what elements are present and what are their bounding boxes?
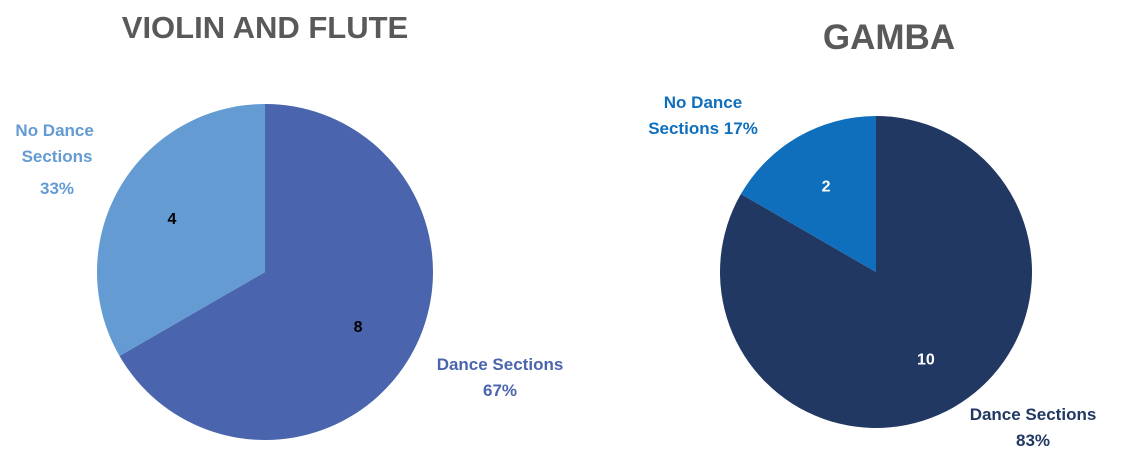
percent-label-dance-gamba: 83%: [1016, 431, 1050, 450]
pie-slices-violin-flute: [97, 104, 434, 441]
pie-value-labels-gamba: 10 2: [822, 179, 935, 369]
pie-value-label-no-dance-sections-gamba: 2: [822, 179, 831, 196]
pie-chart-violin-flute: VIOLIN AND FLUTE 84 No Dance Sections 33…: [15, 10, 564, 441]
pie-value-labels-violin-flute: 84: [167, 211, 362, 336]
percent-label-dance-violin-flute: 67%: [483, 381, 517, 400]
category-name-dance-violin-flute: Dance Sections: [437, 355, 564, 374]
svg-text:Sections 17%: Sections 17%: [648, 119, 758, 138]
chart-title-gamba: GAMBA: [823, 18, 955, 57]
pie-value-label-dance-sections-violin-flute: 8: [354, 319, 363, 336]
pie-slice-dance-sections-violin-flute: [119, 104, 434, 441]
pie-slice-no-dance-sections-violin-flute: [97, 104, 265, 356]
pie-value-label-no-dance-sections-violin-flute: 4: [167, 211, 176, 228]
percent-label-no-dance-violin-flute: 33%: [40, 179, 74, 198]
category-label-dance-violin-flute: Dance Sections 67%: [437, 355, 564, 400]
category-label-no-dance-violin-flute: No Dance Sections 33%: [15, 121, 98, 198]
pie-slice-no-dance-sections-gamba: [740, 116, 876, 272]
category-name-dance-gamba: Dance Sections: [970, 405, 1097, 424]
category-label-no-dance-gamba: No Dance Sections 17%: [648, 93, 758, 138]
pie-chart-gamba: GAMBA 10 2 No Dance Sections 17% Dance Se…: [648, 18, 1096, 450]
percent-label-no-dance-gamba: 17%: [724, 119, 758, 138]
category-label-dance-gamba: Dance Sections 83%: [970, 405, 1097, 450]
pie-slices-gamba: [719, 116, 1032, 428]
svg-text:No Dance Sections: No Dance Sections: [15, 121, 98, 166]
pie-value-label-dance-sections-gamba: 10: [917, 352, 935, 369]
chart-title-violin-flute: VIOLIN AND FLUTE: [122, 10, 408, 45]
svg-text:No Dance: No Dance: [664, 93, 742, 112]
